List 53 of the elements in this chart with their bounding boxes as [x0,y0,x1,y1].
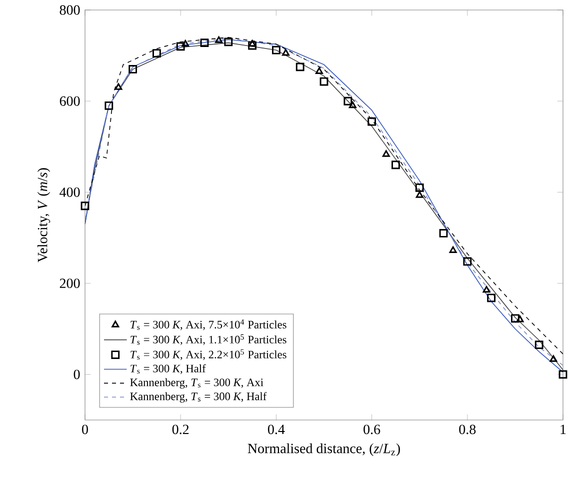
point [224,38,233,46]
y-tick-label: 400 [60,188,80,197]
x-tick-label: 0.8 [459,424,476,434]
x-tick-label: 0 [82,424,88,434]
point [128,65,138,74]
point [482,286,490,293]
point [344,96,352,106]
point [200,38,209,48]
point [272,46,280,54]
legend-label: T$_{s}$ = 300 K, Axi, 7.5×10$^{4}$ Particles [130,319,286,330]
point [391,160,400,170]
point [510,314,520,323]
point [152,49,161,58]
point [550,355,558,362]
point [315,67,323,74]
point [80,202,90,210]
y-tick-label: 600 [60,96,80,106]
x-tick-label: 0.2 [172,424,189,434]
x-tick-label: 1 [560,424,566,434]
point [463,257,472,266]
point [439,229,448,238]
y-axis-title: Velocity, V (m/s) [37,168,50,262]
point [416,191,424,198]
x-axis-title: Normalised distance, (z/L$_{z}$) [248,443,400,456]
legend-label: T$_{s}$ = 300 K, Half [130,364,206,374]
point [182,40,190,47]
point [320,77,328,86]
point [368,117,376,126]
point [282,49,290,56]
point [248,41,256,50]
point [176,42,185,51]
point [516,316,524,322]
point [382,150,390,157]
x-tick-label: 0.6 [364,424,380,434]
legend-label: Kannenberg, T$_{s}$ = 300 K, Axi [130,378,264,389]
legend-label: T$_{s}$ = 300 K, Axi, 1.1×10$^{5}$ Particles [130,334,286,346]
point [114,83,122,90]
point [104,101,114,110]
point [215,36,223,43]
point [558,370,568,379]
point [248,40,256,47]
y-tick-label: 800 [60,5,80,15]
legend-label: T$_{s}$ = 300 K, Axi, 2.2×10$^{5}$ Particles [130,349,286,360]
y-tick-label: 200 [60,278,80,288]
point [348,101,356,108]
legend-label: Kannenberg, T$_{s}$ = 300 K, Half [130,392,267,403]
point [296,62,304,72]
y-tick-label: 0 [74,370,80,380]
point [449,246,457,253]
point [534,340,544,350]
x-tick-label: 0.4 [268,424,285,434]
point [415,183,424,192]
point [487,294,496,302]
